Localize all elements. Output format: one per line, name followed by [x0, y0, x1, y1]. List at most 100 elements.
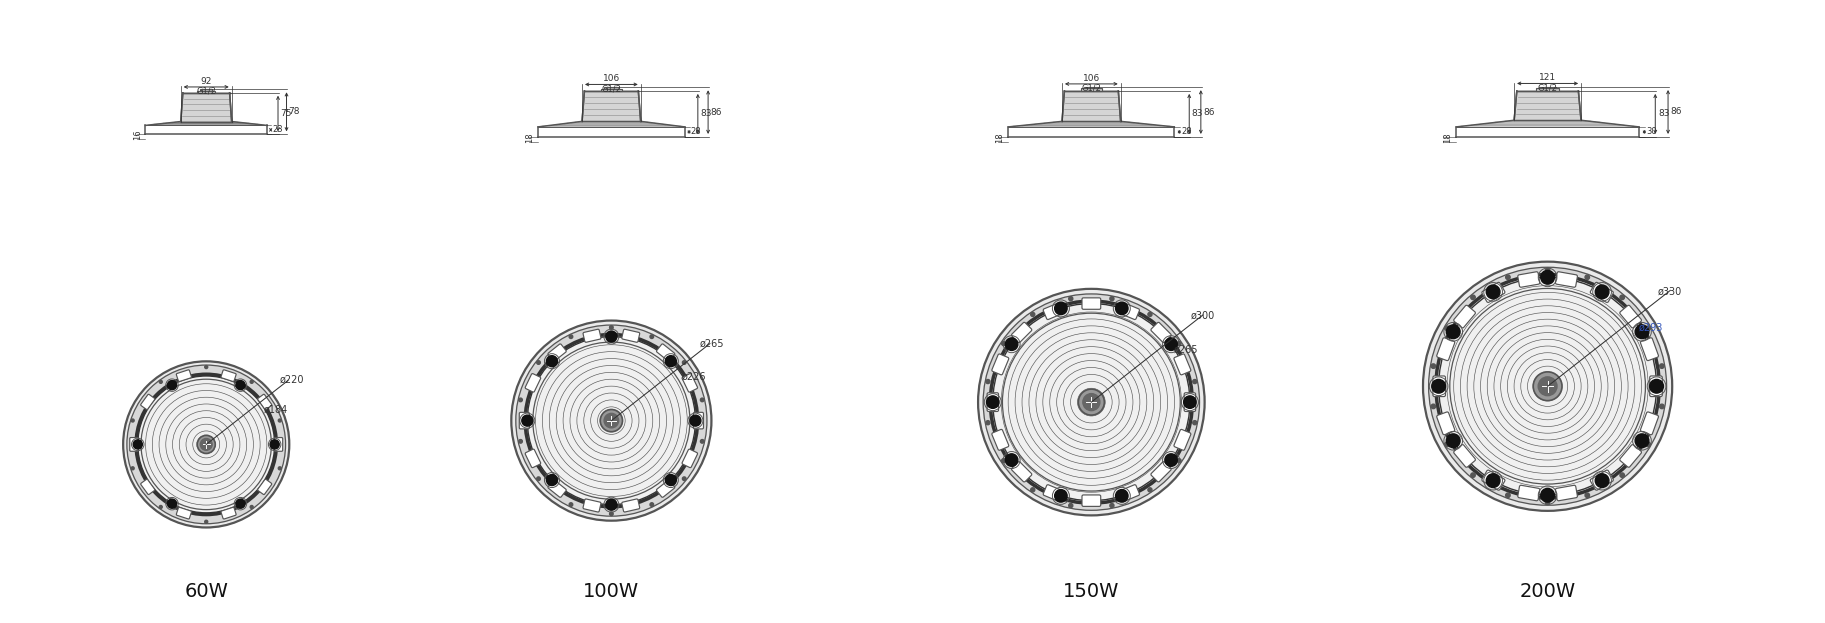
Text: 200W: 200W	[1520, 583, 1575, 601]
Text: 83: 83	[1657, 110, 1670, 118]
Text: 106: 106	[1082, 74, 1100, 83]
Text: ø265: ø265	[699, 339, 725, 349]
FancyBboxPatch shape	[991, 429, 1009, 450]
Bar	[604, 87, 619, 88]
FancyBboxPatch shape	[694, 412, 703, 429]
Bar	[1080, 88, 1102, 91]
FancyBboxPatch shape	[257, 394, 272, 409]
Circle shape	[1002, 341, 1006, 346]
Circle shape	[701, 398, 704, 402]
Circle shape	[683, 477, 686, 480]
Circle shape	[1540, 488, 1555, 502]
Text: 86: 86	[710, 108, 723, 117]
Circle shape	[1471, 295, 1475, 300]
FancyBboxPatch shape	[991, 354, 1009, 375]
Circle shape	[1659, 404, 1664, 409]
Circle shape	[1506, 275, 1509, 280]
FancyBboxPatch shape	[1650, 376, 1663, 397]
Circle shape	[1595, 473, 1610, 487]
FancyBboxPatch shape	[1119, 485, 1139, 502]
Circle shape	[690, 415, 701, 426]
Text: ø184: ø184	[265, 405, 288, 415]
Circle shape	[1538, 377, 1557, 396]
FancyBboxPatch shape	[548, 344, 566, 361]
Text: 100W: 100W	[584, 583, 639, 601]
FancyBboxPatch shape	[1044, 485, 1064, 502]
Circle shape	[1445, 326, 1449, 330]
Circle shape	[1031, 488, 1035, 492]
Circle shape	[986, 379, 989, 384]
Circle shape	[1506, 493, 1509, 498]
FancyBboxPatch shape	[1082, 298, 1100, 309]
FancyBboxPatch shape	[582, 329, 600, 342]
Circle shape	[1115, 302, 1128, 315]
FancyBboxPatch shape	[683, 374, 697, 392]
Circle shape	[250, 380, 254, 383]
Circle shape	[131, 419, 135, 422]
FancyBboxPatch shape	[1436, 412, 1455, 435]
FancyBboxPatch shape	[1518, 485, 1540, 501]
Circle shape	[270, 440, 279, 449]
Text: 86: 86	[1203, 108, 1215, 117]
Circle shape	[1646, 326, 1650, 330]
FancyBboxPatch shape	[548, 480, 566, 497]
FancyBboxPatch shape	[683, 449, 697, 468]
Circle shape	[1177, 459, 1181, 463]
Circle shape	[1424, 262, 1672, 511]
Circle shape	[991, 302, 1192, 502]
Circle shape	[1031, 312, 1035, 316]
Bar	[1537, 88, 1559, 91]
Circle shape	[1184, 396, 1195, 408]
FancyBboxPatch shape	[1482, 282, 1506, 303]
Circle shape	[133, 440, 142, 449]
Text: G1/2: G1/2	[197, 87, 215, 96]
FancyBboxPatch shape	[1152, 322, 1172, 343]
FancyBboxPatch shape	[1173, 429, 1192, 450]
Circle shape	[1079, 389, 1104, 415]
Text: 18: 18	[526, 133, 535, 143]
FancyBboxPatch shape	[1641, 338, 1659, 361]
FancyBboxPatch shape	[177, 507, 192, 519]
Circle shape	[1431, 364, 1436, 368]
FancyBboxPatch shape	[1621, 305, 1641, 328]
Circle shape	[1447, 325, 1460, 339]
FancyBboxPatch shape	[1621, 445, 1641, 467]
FancyBboxPatch shape	[1455, 445, 1475, 467]
Circle shape	[1164, 454, 1177, 466]
Circle shape	[683, 361, 686, 364]
Circle shape	[537, 477, 540, 480]
Polygon shape	[181, 93, 232, 121]
Circle shape	[1110, 297, 1113, 301]
Text: 16: 16	[133, 130, 142, 140]
Circle shape	[604, 414, 619, 428]
FancyBboxPatch shape	[526, 374, 540, 392]
Text: ø226: ø226	[683, 372, 706, 382]
Text: 83: 83	[701, 110, 712, 118]
Circle shape	[1148, 312, 1152, 316]
Circle shape	[1621, 295, 1624, 300]
Circle shape	[1148, 488, 1152, 492]
Circle shape	[1194, 421, 1197, 425]
Circle shape	[666, 475, 677, 485]
Text: 28: 28	[690, 127, 701, 136]
FancyBboxPatch shape	[1590, 282, 1613, 303]
Text: ø293: ø293	[1639, 323, 1663, 333]
Circle shape	[1082, 394, 1100, 411]
Text: ø330: ø330	[1657, 287, 1681, 297]
Bar	[1540, 87, 1555, 88]
Text: 92: 92	[201, 77, 212, 86]
Circle shape	[1110, 503, 1113, 508]
Circle shape	[701, 440, 704, 443]
Text: 121: 121	[1538, 73, 1557, 82]
Text: G1/2: G1/2	[1082, 84, 1100, 93]
Text: 150W: 150W	[1064, 583, 1119, 601]
Bar	[197, 90, 215, 93]
Circle shape	[546, 475, 557, 485]
Circle shape	[235, 381, 245, 390]
FancyBboxPatch shape	[1455, 305, 1475, 328]
Polygon shape	[1515, 91, 1580, 120]
Circle shape	[1646, 442, 1650, 447]
FancyBboxPatch shape	[141, 394, 155, 409]
Circle shape	[131, 467, 135, 470]
Circle shape	[204, 520, 208, 523]
